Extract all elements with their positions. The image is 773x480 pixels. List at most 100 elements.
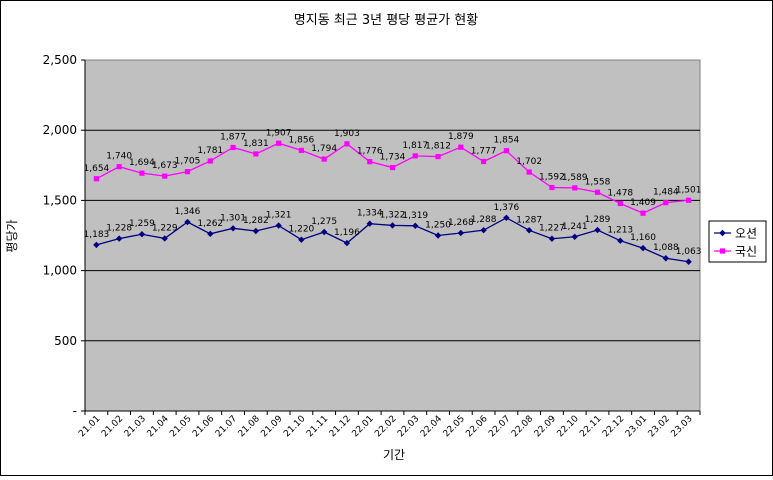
data-label: 1,673 <box>152 161 178 171</box>
data-label: 1,781 <box>197 146 223 156</box>
legend-box <box>708 220 767 263</box>
data-label: 1,220 <box>289 225 315 235</box>
data-label: 1,196 <box>334 228 360 238</box>
data-point-marker <box>207 158 213 164</box>
y-tick-label: 2,500 <box>43 53 77 67</box>
x-axis-label: 기간 <box>383 448 405 462</box>
data-point-marker <box>229 225 237 232</box>
data-label: 1,879 <box>448 132 474 142</box>
data-point-marker <box>571 233 578 240</box>
data-label: 1,812 <box>425 142 451 152</box>
data-label: 1,877 <box>220 132 246 142</box>
data-point-marker <box>549 184 555 191</box>
data-point-marker <box>252 227 260 235</box>
data-label: 1,228 <box>106 224 132 234</box>
data-label: 1,063 <box>676 247 702 257</box>
data-point-marker <box>139 170 145 176</box>
data-point-marker <box>594 226 601 234</box>
data-point-marker <box>93 241 100 249</box>
data-point-marker <box>685 258 692 265</box>
data-point-marker <box>93 176 99 182</box>
data-point-marker <box>412 153 418 159</box>
data-label: 1,160 <box>630 233 656 243</box>
data-label: 1,321 <box>266 211 292 221</box>
data-point-marker <box>594 189 601 195</box>
data-label: 1,346 <box>175 207 201 217</box>
data-point-marker <box>389 222 396 229</box>
data-point-marker <box>366 220 373 227</box>
data-point-marker <box>548 235 556 242</box>
data-label: 1,854 <box>494 136 520 146</box>
data-point-marker <box>116 164 122 170</box>
data-label: 1,289 <box>585 215 611 225</box>
data-label: 1,776 <box>357 147 383 157</box>
data-label: 1,478 <box>607 188 633 198</box>
data-label: 1,282 <box>243 216 269 226</box>
data-point-marker <box>184 169 191 175</box>
data-label: 1,213 <box>607 226 633 236</box>
data-point-marker <box>662 255 670 262</box>
data-point-marker <box>207 230 214 238</box>
data-label: 1,227 <box>539 224 565 234</box>
data-point-marker <box>617 237 624 244</box>
y-tick-label: 1,000 <box>43 264 77 278</box>
data-point-marker <box>253 151 259 157</box>
data-point-marker <box>480 226 487 234</box>
data-point-marker <box>434 232 442 239</box>
data-point-marker <box>320 228 328 236</box>
data-label: 1,259 <box>129 219 155 229</box>
data-label: 1,817 <box>402 141 428 151</box>
data-point-marker <box>639 244 647 252</box>
data-label: 1,501 <box>676 185 702 195</box>
data-point-marker <box>321 156 327 162</box>
y-tick-label: 500 <box>54 334 77 348</box>
data-label: 1,241 <box>562 222 588 232</box>
data-label: 1,903 <box>334 129 360 139</box>
data-point-marker <box>389 164 396 171</box>
data-point-marker <box>572 185 578 191</box>
data-point-marker <box>184 218 191 226</box>
data-label: 1,907 <box>266 128 292 138</box>
data-label: 1,484 <box>653 188 679 198</box>
data-point-marker <box>230 144 236 151</box>
data-label: 1,831 <box>243 139 269 149</box>
data-point-marker <box>503 148 509 154</box>
data-label: 1,702 <box>516 157 542 167</box>
data-label: 1,229 <box>152 223 178 233</box>
data-label: 1,301 <box>220 213 246 223</box>
data-label: 1,183 <box>84 230 110 240</box>
data-label: 1,250 <box>425 221 451 231</box>
plot-background <box>84 59 701 412</box>
data-point-marker <box>640 210 646 216</box>
data-point-marker <box>275 222 282 229</box>
y-tick-label: - <box>73 404 77 418</box>
data-point-marker <box>161 235 168 242</box>
data-point-marker <box>276 140 282 146</box>
data-point-marker <box>663 200 669 206</box>
data-point-marker <box>686 197 692 203</box>
data-label: 1,287 <box>516 215 542 225</box>
data-point-marker <box>458 144 464 150</box>
data-label: 1,558 <box>585 177 611 187</box>
data-label: 1,319 <box>402 211 428 221</box>
legend-marker <box>719 229 726 237</box>
data-label: 1,275 <box>311 217 337 227</box>
data-point-marker <box>503 214 510 222</box>
data-label: 1,654 <box>84 164 110 174</box>
data-label: 1,856 <box>289 135 315 145</box>
data-point-marker <box>457 229 465 237</box>
chart-title: 명지동 최근 3년 평당 평균가 현황 <box>294 13 478 28</box>
data-point-marker <box>298 147 304 154</box>
data-point-marker <box>343 239 351 247</box>
data-label: 1,592 <box>539 172 565 182</box>
data-point-marker <box>525 227 533 234</box>
data-point-marker <box>481 158 487 165</box>
y-axis-label: 평당가 <box>5 219 19 252</box>
data-label: 1,088 <box>653 243 679 253</box>
data-label: 1,268 <box>448 218 474 228</box>
legend-label: 국신 <box>735 245 757 259</box>
data-label: 1,288 <box>471 215 497 225</box>
legend-marker <box>719 248 726 254</box>
